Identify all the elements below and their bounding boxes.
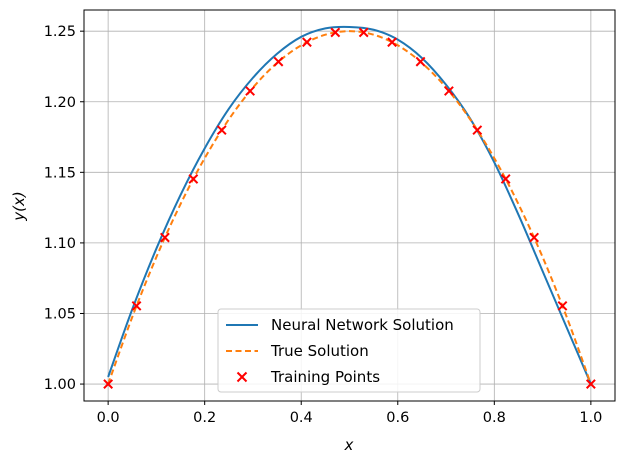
x-axis-label: x: [344, 436, 354, 454]
x-tick-label: 0.0: [97, 410, 120, 426]
training-points-point: [529, 232, 540, 243]
ticks-layer: 0.0 0.2 0.4 0.6 0.8 1.0 1.00 1.05 1.10 1.15 1.20 1.…: [44, 24, 603, 426]
y-tick-label: 1.00: [44, 377, 76, 393]
training-points-point: [302, 37, 312, 48]
x-tick-label: 0.2: [193, 410, 216, 426]
training-points-point: [216, 125, 227, 136]
training-points-point: [273, 56, 284, 67]
legend-label-true-solution: True Solution: [270, 342, 369, 360]
training-points-point: [103, 379, 114, 389]
y-tick-label: 1.20: [44, 95, 76, 111]
x-tick-label: 0.6: [386, 410, 409, 426]
y-tick-label: 1.10: [44, 236, 76, 252]
legend-swatch-training-points: [236, 371, 248, 383]
x-tick-label: 0.8: [483, 410, 506, 426]
y-tick-label: 1.05: [44, 306, 76, 322]
training-points-point: [188, 174, 199, 184]
training-points-point: [443, 86, 454, 96]
x-tick-label: 0.4: [290, 410, 313, 426]
x-tick-label: 1.0: [579, 410, 602, 426]
grid-layer: [84, 10, 615, 401]
y-axis-label: y(x): [10, 191, 28, 221]
training-points-point: [387, 37, 397, 48]
training-points-point: [159, 232, 170, 243]
plot-frame: [83, 9, 616, 402]
training-points-point: [557, 300, 568, 311]
legend-label-training-points: Training Points: [270, 368, 380, 386]
y-tick-label: 1.15: [44, 165, 76, 181]
training-points-point: [500, 174, 511, 184]
y-tick-label: 1.25: [44, 24, 76, 40]
neural-network-solution-line: [107, 25, 592, 385]
series-layer: [103, 25, 596, 389]
training-points-point: [415, 56, 426, 67]
training-points-point: [330, 27, 341, 38]
legend-label-neural-network: Neural Network Solution: [271, 316, 454, 334]
training-points-point: [358, 27, 369, 38]
true-solution-line: [107, 30, 592, 385]
legend: Neural Network Solution True Solution Tr…: [217, 308, 481, 393]
training-points-point: [472, 125, 483, 136]
legend-frame: [217, 308, 481, 393]
training-points-point: [585, 379, 596, 389]
training-points-point: [245, 86, 256, 96]
training-points-point: [131, 300, 142, 311]
